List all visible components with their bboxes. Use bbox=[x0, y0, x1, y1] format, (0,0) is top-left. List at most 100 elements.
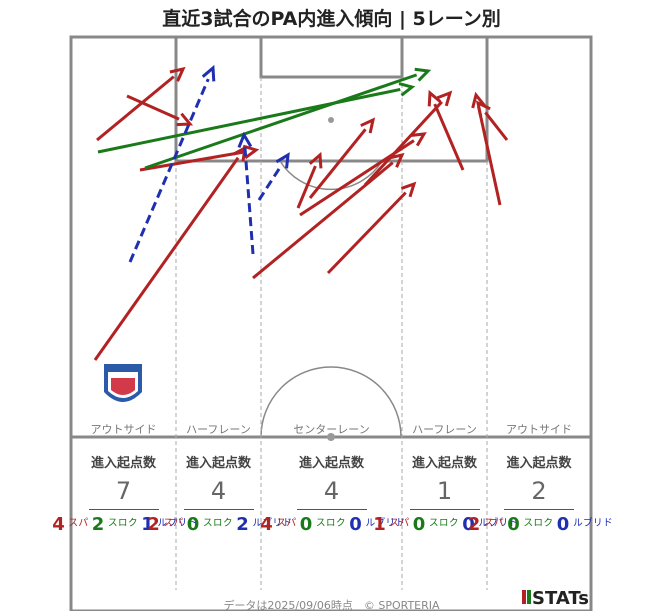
lane-name: アウトサイド bbox=[90, 423, 157, 436]
dribble-count: 0 bbox=[349, 514, 362, 535]
brand-bar-icon bbox=[522, 590, 527, 604]
pass-arrowhead bbox=[475, 100, 491, 117]
pass-count: 4 bbox=[52, 514, 65, 535]
lane-stats-head: 進入起点数 bbox=[506, 456, 572, 471]
pass-count: 2 bbox=[147, 514, 160, 535]
pass-count: 1 bbox=[373, 514, 386, 535]
divider bbox=[409, 509, 480, 510]
cross-label: クロス bbox=[520, 517, 552, 527]
dribble-arrow bbox=[128, 78, 210, 263]
lane-total: 4 bbox=[210, 477, 227, 505]
pass-arrowhead bbox=[427, 89, 442, 107]
page-title: 直近3試合のPA内進入傾向 | 5レーン別 bbox=[162, 8, 501, 30]
pass-label: パス bbox=[273, 517, 295, 527]
pass-arrow bbox=[126, 94, 180, 121]
pass-arrow bbox=[484, 111, 509, 141]
pass-label: パス bbox=[65, 517, 87, 527]
pass-arrow bbox=[326, 191, 407, 275]
pass-arrow bbox=[363, 100, 443, 187]
dribble-count: 0 bbox=[462, 514, 475, 535]
pass-arrowhead bbox=[410, 132, 427, 147]
divider bbox=[183, 509, 254, 510]
dribble-arrow bbox=[257, 164, 283, 201]
cross-label: クロス bbox=[313, 517, 345, 527]
lane-stats-head: 進入起点数 bbox=[90, 456, 156, 471]
lane-stats: 進入起点数 7 bbox=[71, 452, 176, 510]
lane-total: 4 bbox=[323, 477, 340, 505]
lane-stats: 進入起点数 1 bbox=[402, 452, 487, 510]
pass-count: 2 bbox=[467, 514, 481, 535]
lane-stats-head: 進入起点数 bbox=[185, 456, 251, 471]
dribble-arrowhead bbox=[237, 131, 253, 148]
pass-arrow bbox=[296, 165, 317, 209]
center-spot bbox=[327, 433, 335, 441]
pass-arrow bbox=[96, 75, 175, 142]
pass-count: 4 bbox=[260, 514, 273, 535]
divider bbox=[88, 509, 159, 510]
lane-name: センターレーン bbox=[293, 423, 370, 436]
cross-count: 0 bbox=[412, 514, 426, 535]
lane-stats-head: 進入起点数 bbox=[411, 456, 477, 471]
penalty-spot bbox=[328, 117, 334, 123]
dribble-label: ドリブル bbox=[362, 517, 404, 527]
cross-arrow bbox=[144, 73, 418, 170]
cross-label: クロス bbox=[426, 517, 458, 527]
pass-arrowhead bbox=[471, 91, 486, 109]
dribble-count: 0 bbox=[556, 514, 570, 535]
pass-arrowhead bbox=[436, 90, 453, 107]
dribble-count: 2 bbox=[236, 514, 249, 535]
arrow-layer bbox=[93, 64, 509, 361]
dribble-label: ドリブル bbox=[249, 517, 291, 527]
pass-arrowhead bbox=[388, 152, 405, 168]
dribble-label: ドリブル bbox=[570, 517, 612, 527]
dribble-arrowhead bbox=[201, 64, 216, 82]
lane-stats: 進入起点数 4 bbox=[176, 452, 261, 510]
lane-breakdown: 2 パス 0 クロス 0 ドリブル bbox=[468, 514, 612, 536]
lane-breakdown: 2 パス 0 クロス 2 ドリブル bbox=[147, 514, 291, 536]
divider bbox=[504, 509, 574, 510]
brand-name: STATs bbox=[532, 588, 589, 609]
dribble-arrowhead bbox=[275, 152, 290, 169]
pass-arrowhead bbox=[308, 151, 323, 169]
cross-count: 0 bbox=[186, 514, 200, 535]
dribble-label: ドリブル bbox=[154, 517, 196, 527]
pass-label: パス bbox=[160, 517, 182, 527]
club-crest-logo bbox=[104, 364, 142, 402]
cross-arrow bbox=[97, 87, 401, 154]
pass-arrowhead bbox=[176, 112, 194, 127]
goal-area bbox=[259, 35, 404, 79]
pass-arrow bbox=[93, 156, 240, 361]
lane-stats: 進入起点数 2 bbox=[487, 452, 591, 510]
pass-arrowhead bbox=[360, 117, 376, 134]
dribble-count: 1 bbox=[141, 514, 154, 535]
cross-count: 0 bbox=[299, 514, 313, 535]
brand-bar-icon bbox=[527, 590, 532, 604]
cross-label: クロス bbox=[105, 517, 137, 527]
pass-arrowhead bbox=[169, 66, 186, 82]
pass-arrow bbox=[308, 128, 367, 199]
cross-count: 2 bbox=[91, 514, 105, 535]
divider bbox=[296, 509, 367, 510]
dribble-arrow bbox=[243, 146, 255, 255]
pass-label: パス bbox=[481, 517, 503, 527]
lane-breakdown: 1 パス 0 クロス 0 ドリブル bbox=[373, 514, 517, 536]
dribble-label: ドリブル bbox=[475, 517, 517, 527]
lane-total: 2 bbox=[531, 477, 547, 505]
cross-arrowhead bbox=[398, 82, 416, 97]
lane-stats-head: 進入起点数 bbox=[298, 456, 364, 471]
lane-name: ハーフレーン bbox=[186, 423, 251, 436]
lane-name: ハーフレーン bbox=[412, 423, 477, 436]
lane-breakdown: 4 パス 0 クロス 0 ドリブル bbox=[260, 514, 404, 536]
lane-total: 1 bbox=[436, 477, 453, 505]
pass-arrowhead bbox=[242, 144, 260, 160]
cross-count: 0 bbox=[507, 514, 520, 535]
cross-arrowhead bbox=[414, 67, 432, 82]
pass-arrow bbox=[433, 103, 465, 171]
pass-label: パス bbox=[386, 517, 408, 527]
lane-total: 7 bbox=[115, 477, 132, 505]
cross-label: クロス bbox=[200, 517, 232, 527]
lane-stats: 進入起点数 4 bbox=[261, 452, 402, 510]
lane-breakdown: 4 パス 2 クロス 1 ドリブル bbox=[52, 514, 196, 536]
pass-arrow bbox=[139, 150, 245, 172]
